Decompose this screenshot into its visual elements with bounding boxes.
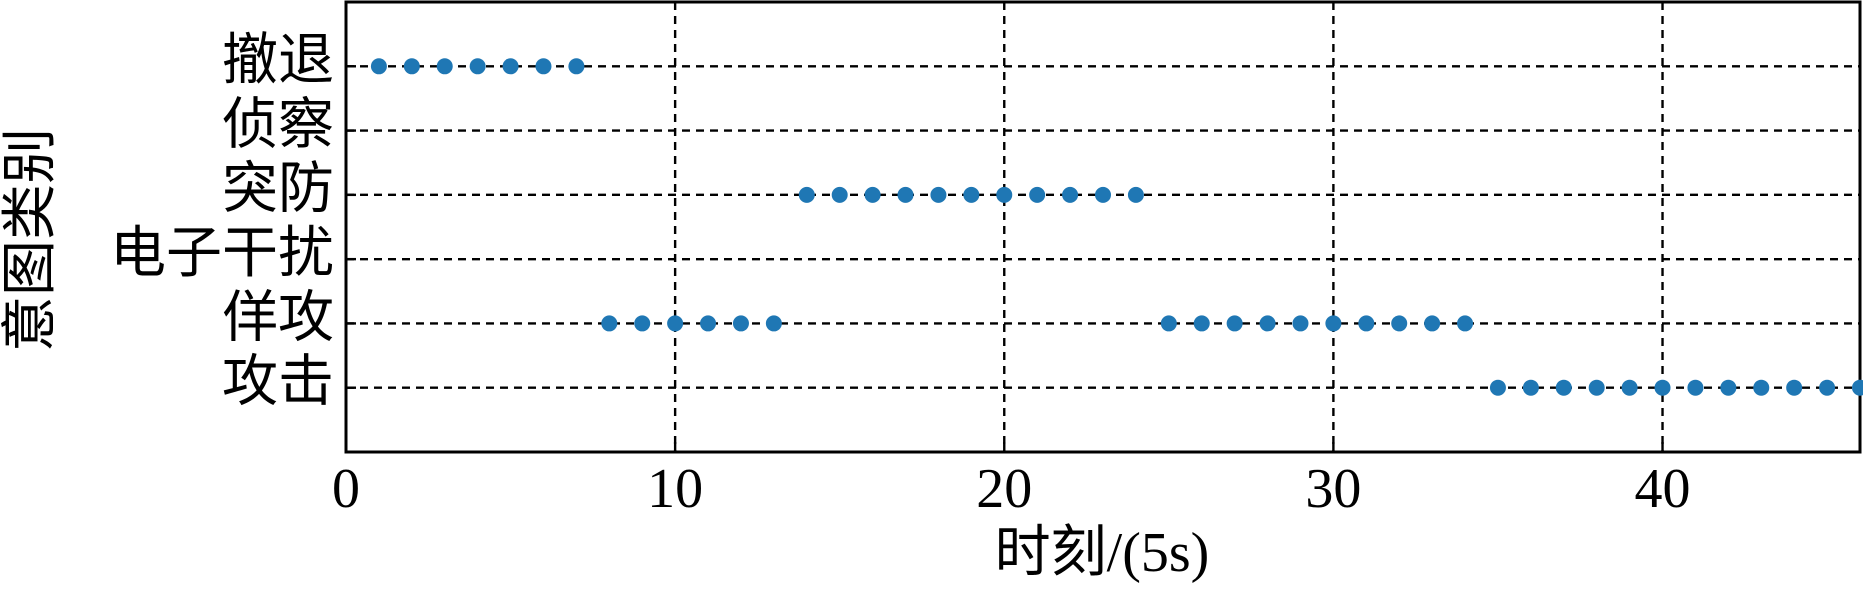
- x-tick-label: 30: [1305, 458, 1361, 520]
- point: [732, 315, 749, 332]
- point: [1226, 315, 1243, 332]
- point: [1819, 379, 1836, 396]
- point: [601, 315, 618, 332]
- point: [1127, 186, 1144, 203]
- point: [1095, 186, 1111, 203]
- point: [1292, 315, 1309, 332]
- point: [1753, 379, 1770, 396]
- point: [1160, 315, 1177, 332]
- point: [897, 186, 914, 203]
- point: [1654, 379, 1671, 396]
- y-tick-label: 佯攻: [222, 287, 334, 349]
- point: [1424, 315, 1441, 332]
- plot-frame: [344, 0, 1862, 454]
- point: [370, 58, 387, 75]
- point: [996, 186, 1013, 203]
- point: [1193, 315, 1210, 332]
- point: [798, 186, 815, 203]
- y-tick-label: 攻击: [222, 352, 334, 414]
- point: [469, 58, 486, 75]
- point: [1489, 379, 1506, 396]
- point: [1621, 379, 1638, 396]
- point: [1358, 315, 1375, 332]
- point: [1588, 379, 1605, 396]
- x-axis-label: 时刻/(5s): [995, 522, 1210, 584]
- point: [568, 58, 585, 75]
- y-tick-label: 侦察: [222, 94, 334, 156]
- point: [1391, 315, 1408, 332]
- point: [634, 315, 651, 332]
- point: [864, 186, 881, 203]
- point: [1325, 315, 1342, 332]
- point: [1786, 379, 1803, 396]
- x-tick-label: 10: [647, 458, 703, 520]
- x-tick-label: 20: [976, 458, 1032, 520]
- point: [963, 186, 980, 203]
- point: [1687, 379, 1704, 396]
- point: [1259, 315, 1276, 332]
- point: [1457, 315, 1474, 332]
- point: [831, 186, 848, 203]
- point: [1852, 379, 1863, 396]
- point: [1522, 379, 1539, 396]
- point: [403, 58, 420, 75]
- point: [765, 315, 782, 332]
- point: [930, 186, 947, 203]
- point: [1062, 186, 1079, 203]
- y-tick-label: 电子干扰: [110, 223, 334, 285]
- point: [1555, 379, 1572, 396]
- x-tick-label: 0: [332, 458, 360, 520]
- point: [436, 58, 453, 75]
- x-tick-label: 40: [1635, 458, 1691, 520]
- point: [667, 315, 684, 332]
- point: [535, 58, 552, 75]
- point: [1720, 379, 1737, 396]
- point: [700, 315, 717, 332]
- y-tick-label: 撤退: [222, 30, 334, 92]
- y-axis-label: 意图类别: [0, 128, 62, 352]
- point: [502, 58, 519, 75]
- point: [1029, 186, 1046, 203]
- y-tick-label: 突防: [222, 159, 334, 221]
